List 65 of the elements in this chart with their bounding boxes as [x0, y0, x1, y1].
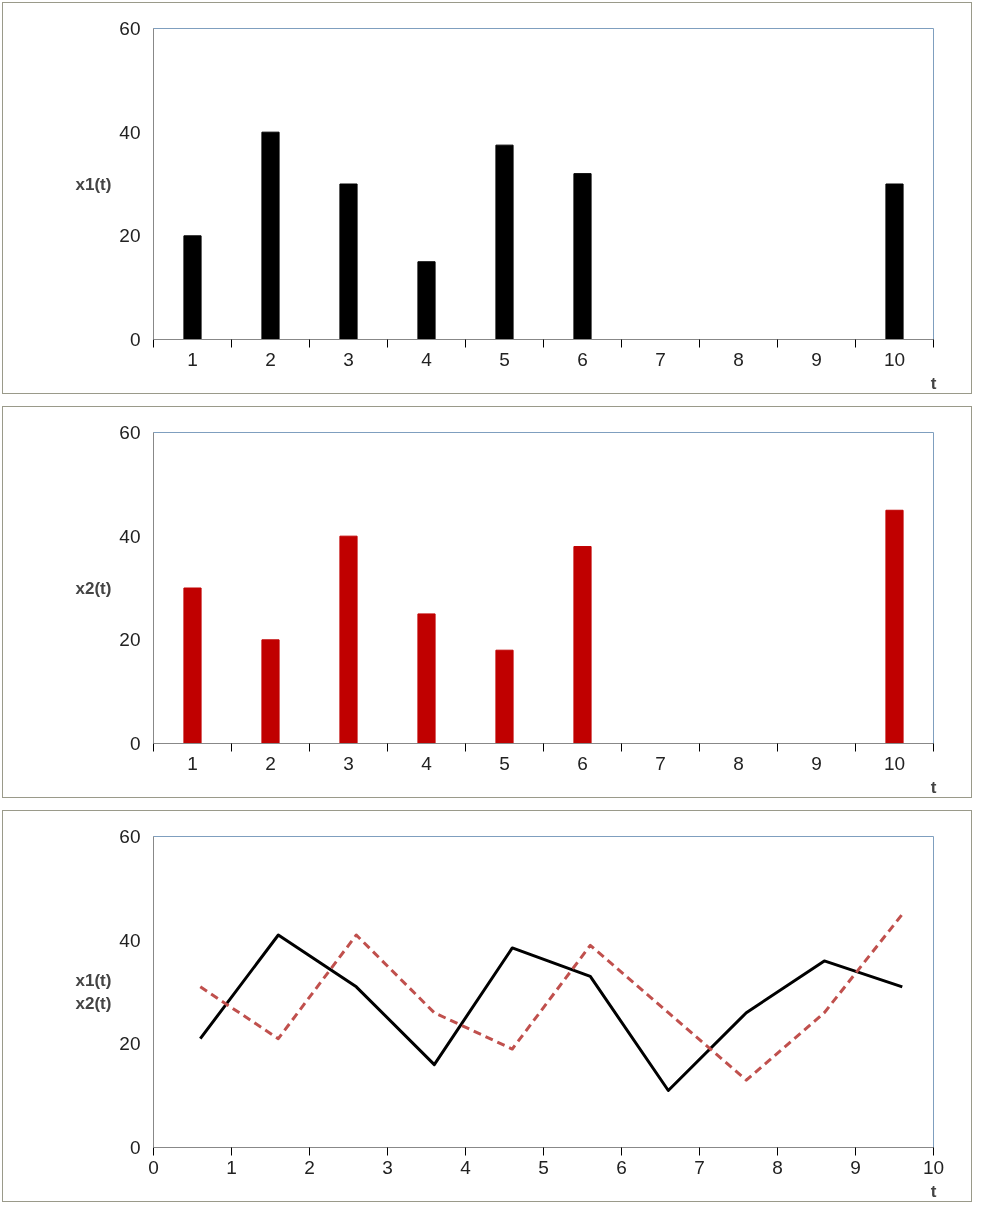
y-tick-label: 0 — [129, 329, 141, 350]
x-tick-label: 4 — [460, 1156, 472, 1178]
x-tick-label: 1 — [187, 348, 198, 370]
x-tick-label: 8 — [772, 1156, 783, 1178]
x-tick-label: 10 — [922, 1156, 945, 1178]
x-tick-label: 6 — [577, 348, 588, 370]
bar — [573, 546, 592, 744]
y-tick-label: 20 — [119, 225, 141, 247]
x-tick-label: 8 — [733, 348, 744, 370]
y-tick-label: 40 — [119, 121, 141, 143]
x-tick-label: 1 — [187, 752, 198, 774]
y-tick-label: 60 — [119, 422, 141, 443]
y-tick-label: 40 — [119, 929, 141, 951]
bar — [495, 649, 514, 744]
y-axis-title: x2(t) — [75, 578, 112, 598]
y-tick-label: 40 — [119, 525, 141, 547]
bar — [885, 509, 904, 744]
x-tick-label: 2 — [304, 1156, 315, 1178]
y-tick-label: 20 — [119, 1033, 141, 1055]
x-tick-label: 7 — [655, 752, 666, 774]
bar — [885, 183, 904, 340]
bar — [417, 261, 436, 340]
x-tick-label: 4 — [421, 752, 433, 774]
x-tick-label: 9 — [811, 752, 822, 774]
x-tick-label: 3 — [343, 752, 354, 774]
x-tick-label: 9 — [811, 348, 822, 370]
line-series — [198, 933, 904, 1092]
y-tick-label: 20 — [119, 629, 141, 651]
bar — [339, 183, 358, 340]
line-series — [198, 912, 904, 1082]
x-axis-title: t — [930, 1181, 937, 1201]
x-tick-label: 10 — [883, 348, 906, 370]
bar — [261, 639, 280, 744]
y-tick-label: 0 — [129, 733, 141, 754]
bar — [261, 131, 280, 340]
bar — [183, 587, 202, 744]
x-tick-label: 3 — [382, 1156, 393, 1178]
x-tick-label: 2 — [265, 752, 276, 774]
y-axis-title: x1(t) x2(t) — [75, 971, 112, 1013]
x-tick-label: 3 — [343, 348, 354, 370]
x-tick-label: 0 — [148, 1156, 159, 1178]
x-tick-label: 8 — [733, 752, 744, 774]
x-tick-label: 6 — [577, 752, 588, 774]
x-axis-title: t — [930, 777, 937, 797]
x-tick-label: 5 — [499, 348, 510, 370]
x-tick-label: 1 — [226, 1156, 237, 1178]
x-tick-label: 10 — [883, 752, 906, 774]
x-tick-label: 5 — [499, 752, 510, 774]
x-tick-label: 7 — [694, 1156, 705, 1178]
x-tick-label: 5 — [538, 1156, 549, 1178]
x-tick-label: 9 — [850, 1156, 861, 1178]
x-axis-title: t — [930, 373, 937, 393]
bar — [573, 173, 592, 340]
y-tick-label: 60 — [119, 18, 141, 39]
x-tick-label: 6 — [616, 1156, 627, 1178]
x-tick-label: 2 — [265, 348, 276, 370]
x-tick-label: 7 — [655, 348, 666, 370]
y-tick-label: 60 — [119, 826, 141, 847]
y-axis-title: x1(t) — [75, 174, 112, 194]
y-tick-label: 0 — [129, 1137, 141, 1158]
x-tick-label: 4 — [421, 348, 433, 370]
bar — [339, 535, 358, 744]
bar — [417, 613, 436, 744]
bar — [183, 235, 202, 340]
bar — [495, 144, 514, 340]
